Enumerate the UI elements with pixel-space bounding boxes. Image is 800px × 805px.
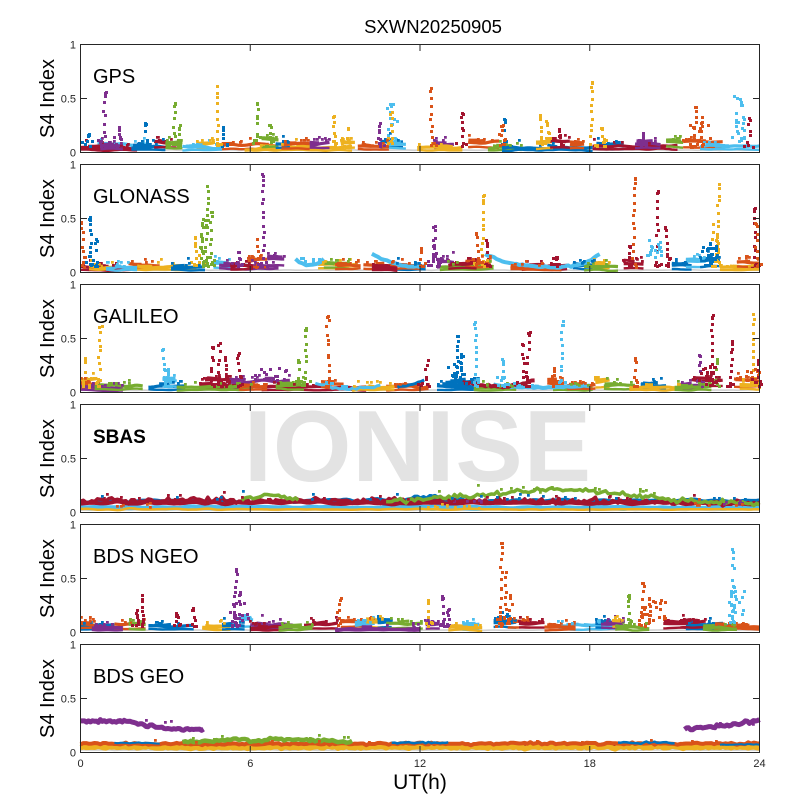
svg-text:S4 Index: S4 Index	[37, 179, 59, 258]
svg-text:0: 0	[70, 508, 76, 520]
svg-text:0: 0	[70, 388, 76, 400]
svg-text:0.5: 0.5	[61, 574, 76, 586]
svg-text:S4 Index: S4 Index	[37, 419, 59, 498]
svg-text:0: 0	[70, 148, 76, 160]
svg-text:0.5: 0.5	[61, 94, 76, 106]
svg-text:12: 12	[414, 758, 426, 770]
svg-text:0.5: 0.5	[61, 694, 76, 706]
svg-text:0.5: 0.5	[61, 334, 76, 346]
svg-text:S4 Index: S4 Index	[37, 299, 59, 378]
svg-text:18: 18	[584, 758, 596, 770]
svg-text:BDS NGEO: BDS NGEO	[93, 546, 199, 568]
svg-text:GLONASS: GLONASS	[93, 186, 190, 208]
svg-text:S4 Index: S4 Index	[37, 659, 59, 738]
svg-text:0.5: 0.5	[61, 214, 76, 226]
svg-text:0.5: 0.5	[61, 454, 76, 466]
svg-text:1: 1	[70, 40, 76, 52]
svg-text:1: 1	[70, 640, 76, 652]
svg-text:SXWN20250905: SXWN20250905	[364, 16, 502, 37]
svg-text:UT(h): UT(h)	[393, 771, 447, 794]
svg-text:IONISE: IONISE	[244, 391, 592, 503]
svg-text:GPS: GPS	[93, 66, 135, 88]
svg-text:0: 0	[70, 628, 76, 640]
svg-text:SBAS: SBAS	[93, 427, 146, 448]
svg-text:S4 Index: S4 Index	[37, 539, 59, 618]
svg-text:BDS GEO: BDS GEO	[93, 666, 184, 688]
svg-text:GALILEO: GALILEO	[93, 306, 179, 328]
svg-text:0: 0	[70, 268, 76, 280]
svg-text:1: 1	[70, 400, 76, 412]
svg-text:1: 1	[70, 160, 76, 172]
svg-text:S4 Index: S4 Index	[37, 59, 59, 138]
svg-text:0: 0	[70, 748, 76, 760]
svg-text:0: 0	[77, 758, 83, 770]
svg-text:24: 24	[753, 758, 765, 770]
svg-text:6: 6	[247, 758, 253, 770]
svg-text:1: 1	[70, 280, 76, 292]
svg-text:1: 1	[70, 520, 76, 532]
